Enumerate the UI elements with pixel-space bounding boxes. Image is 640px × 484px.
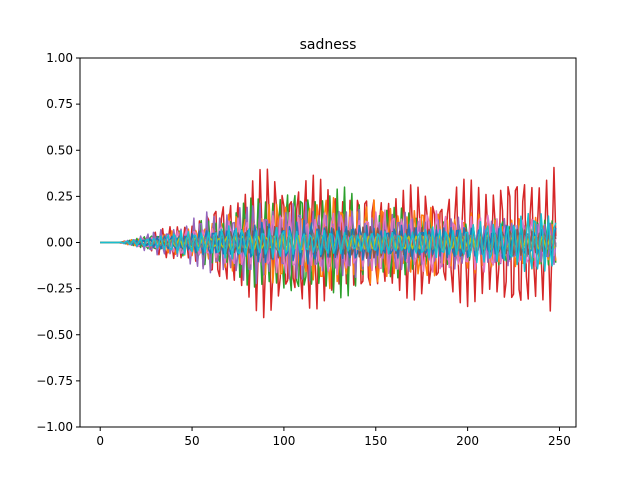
series-layer [100, 166, 557, 319]
x-tick-label: 200 [456, 434, 479, 448]
x-tick-label: 150 [364, 434, 387, 448]
y-tick-label: −0.25 [36, 282, 73, 296]
y-tick-label: 0.50 [46, 143, 73, 157]
x-tick-label: 0 [96, 434, 104, 448]
x-tick-label: 100 [272, 434, 295, 448]
axis-layer: 0 50 100 150 200 250 −1.00 −0.75 −0.50 −0.25 0.00 0… [36, 51, 571, 448]
y-tick-label: 0.75 [46, 97, 73, 111]
x-tick-label: 250 [548, 434, 571, 448]
series-line-10 [100, 212, 557, 273]
y-tick-label: −0.75 [36, 374, 73, 388]
chart-title: sadness [300, 37, 357, 53]
y-tick-label: −0.50 [36, 328, 73, 342]
y-tick-label: 1.00 [46, 51, 73, 65]
y-tick-label: −1.00 [36, 420, 73, 434]
y-tick-label: 0.25 [46, 189, 73, 203]
x-tick-label: 50 [184, 434, 199, 448]
y-tick-label: 0.00 [46, 236, 73, 250]
